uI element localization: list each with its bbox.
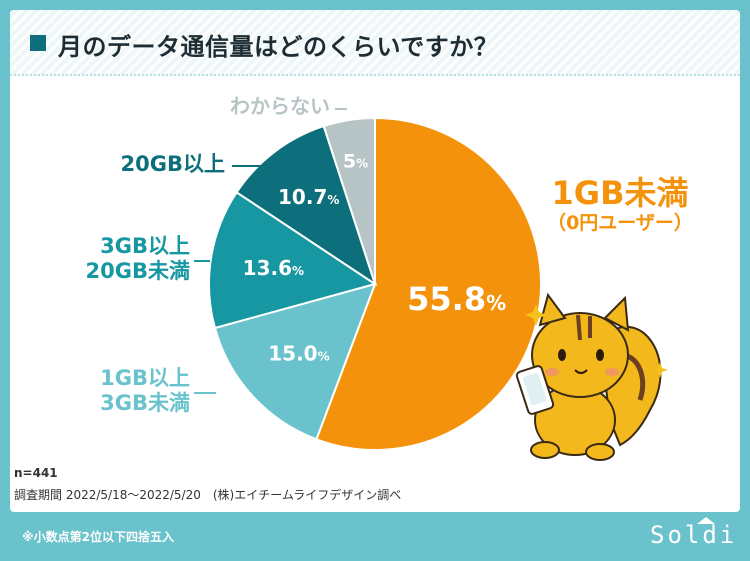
value-label-3gb-20gb: 13.6%	[243, 256, 304, 280]
value-label-dont-know: 5%	[343, 151, 368, 173]
leader-line-20gb-plus	[232, 165, 270, 167]
value-label-under-1gb: 55.8%	[407, 280, 506, 318]
chart-title: 月のデータ通信量はどのくらいですか？	[58, 33, 499, 61]
brand-roof-icon	[697, 517, 715, 524]
leader-line-1gb-3gb	[194, 392, 216, 394]
rounding-note: ※小数点第2位以下四捨五入	[22, 530, 175, 544]
label-under-1gb-sub: （0円ユーザー）	[547, 212, 693, 234]
sample-size: n=441	[14, 466, 58, 480]
title-square-icon	[30, 35, 46, 51]
label-dont-know: わからない	[230, 94, 330, 118]
leader-line-3gb-20gb	[194, 260, 210, 262]
pie-slice-20gb-plus	[235, 124, 377, 287]
survey-info: 調査期間 2022/5/18〜2022/5/20 (株)エイチームライフデザイン…	[14, 488, 402, 502]
pie-slice-1gb-3gb	[213, 282, 377, 441]
label-3gb-20gb: 3GB以上 20GB未満	[85, 234, 190, 284]
label-20gb-plus: 20GB以上	[120, 152, 225, 176]
squirrel-mascot-icon	[515, 292, 668, 461]
label-1gb-3gb: 1GB以上 3GB未満	[100, 366, 190, 416]
pie-slice-3gb-20gb	[208, 190, 378, 330]
value-label-20gb-plus: 10.7%	[278, 185, 339, 209]
label-under-1gb: 1GB未満	[551, 174, 689, 212]
brand-logo: Soldi	[650, 521, 738, 549]
leader-line-dont-know	[335, 108, 347, 110]
pie-slice-dont-know	[322, 116, 376, 285]
value-label-1gb-3gb: 15.0%	[268, 341, 329, 365]
title-bar: 月のデータ通信量はどのくらいですか？	[10, 10, 740, 76]
